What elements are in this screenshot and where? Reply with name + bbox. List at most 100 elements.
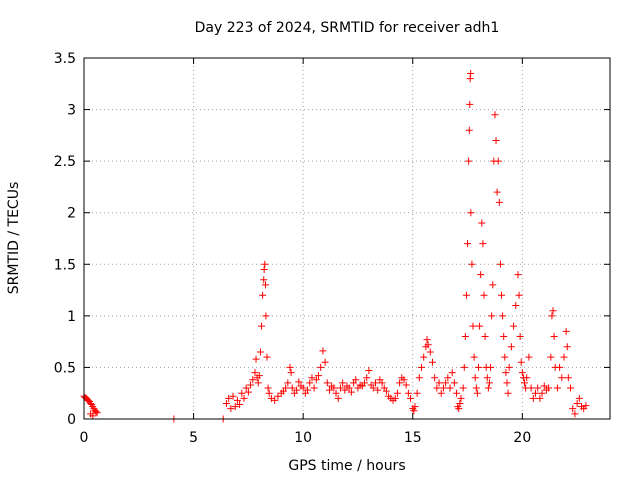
data-point — [319, 347, 327, 355]
data-point — [471, 374, 479, 382]
data-point — [236, 401, 244, 409]
data-point — [255, 372, 263, 380]
data-point — [553, 384, 561, 392]
data-point — [89, 412, 97, 420]
data-point — [573, 400, 581, 408]
data-point — [293, 386, 301, 394]
data-point — [336, 384, 344, 392]
x-axis-label: GPS time / hours — [288, 458, 405, 474]
data-point — [549, 307, 557, 315]
data-point — [514, 271, 522, 279]
data-point — [411, 403, 419, 411]
data-point — [256, 348, 264, 356]
data-point — [259, 291, 267, 299]
data-point — [507, 343, 515, 351]
data-point — [312, 376, 320, 384]
data-point — [304, 386, 312, 394]
data-point — [264, 384, 272, 392]
data-point — [262, 312, 270, 320]
data-point — [374, 386, 382, 394]
data-point — [345, 384, 353, 392]
data-point — [391, 394, 399, 402]
x-tick-label: 10 — [294, 430, 312, 446]
data-point — [571, 410, 579, 418]
data-point — [323, 379, 331, 387]
x-tick-label: 20 — [513, 430, 531, 446]
data-point — [556, 363, 564, 371]
data-point — [510, 322, 518, 330]
data-point — [295, 378, 303, 386]
data-point — [484, 384, 492, 392]
data-point — [435, 379, 443, 387]
data-point — [254, 379, 262, 387]
data-point — [550, 332, 558, 340]
data-point — [478, 219, 486, 227]
data-point — [536, 394, 544, 402]
data-point — [448, 369, 456, 377]
data-point — [475, 363, 482, 371]
data-point — [527, 384, 535, 392]
data-point — [418, 363, 426, 371]
data-point — [467, 69, 475, 77]
data-point — [410, 407, 418, 415]
data-point — [461, 332, 469, 340]
data-point — [476, 322, 484, 330]
data-point — [525, 353, 533, 361]
data-point — [263, 353, 271, 361]
data-point — [251, 369, 259, 377]
data-point — [529, 394, 537, 402]
data-point — [517, 358, 525, 366]
data-point — [460, 363, 468, 371]
data-point — [426, 348, 434, 356]
data-point — [247, 381, 255, 389]
data-points — [80, 69, 590, 423]
data-point — [282, 384, 290, 392]
data-point — [393, 389, 401, 397]
data-point — [502, 369, 510, 377]
y-tick-label: 0 — [67, 412, 76, 428]
data-point — [465, 157, 473, 165]
data-point — [516, 332, 524, 340]
data-point — [564, 374, 572, 382]
data-point — [420, 353, 428, 361]
data-point — [523, 374, 531, 382]
data-point — [562, 327, 570, 335]
data-point — [464, 240, 472, 248]
data-point — [453, 389, 461, 397]
data-point — [479, 240, 487, 248]
data-point — [558, 374, 566, 382]
data-point — [455, 405, 463, 413]
data-point — [252, 355, 260, 363]
data-point — [499, 312, 507, 320]
data-point — [567, 384, 575, 392]
data-point — [433, 384, 441, 392]
data-point — [444, 374, 452, 382]
data-point — [317, 363, 325, 371]
data-point — [92, 408, 100, 416]
data-point — [365, 367, 373, 375]
data-point — [260, 265, 268, 273]
data-point — [284, 379, 292, 387]
data-point — [321, 358, 329, 366]
data-point — [473, 389, 481, 397]
data-point — [238, 389, 246, 397]
data-point — [369, 384, 377, 392]
data-point — [465, 126, 473, 134]
data-point — [442, 379, 450, 387]
data-point — [459, 384, 467, 392]
y-tick-label: 2 — [67, 206, 76, 222]
data-point — [244, 388, 252, 396]
data-point — [274, 392, 282, 400]
data-point — [582, 402, 590, 410]
data-point — [483, 374, 491, 382]
data-point — [494, 157, 502, 165]
data-point — [93, 409, 101, 417]
data-point — [534, 384, 542, 392]
data-point — [493, 188, 501, 196]
x-tick-label: 5 — [189, 430, 198, 446]
data-point — [456, 400, 464, 408]
data-point — [504, 389, 512, 397]
data-point — [315, 372, 323, 380]
data-point — [404, 389, 412, 397]
